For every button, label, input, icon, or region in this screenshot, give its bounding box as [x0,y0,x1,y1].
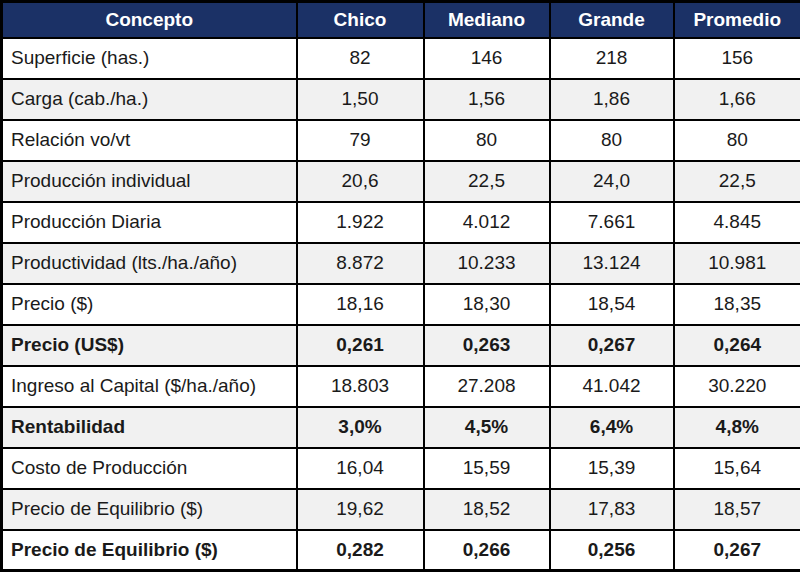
table-row: Precio (US$)0,2610,2630,2670,264 [2,325,800,366]
value-cell: 0,282 [297,530,424,571]
row-label: Costo de Producción [2,448,297,489]
value-cell: 17,83 [550,489,674,530]
value-cell: 1,66 [674,79,800,120]
value-cell: 13.124 [550,243,674,284]
value-cell: 146 [424,38,550,79]
row-label: Rentabilidad [2,407,297,448]
value-cell: 18.803 [297,366,424,407]
value-cell: 22,5 [424,161,550,202]
value-cell: 80 [550,120,674,161]
table-row: Superficie (has.)82146218156 [2,38,800,79]
value-cell: 41.042 [550,366,674,407]
value-cell: 0,267 [550,325,674,366]
value-cell: 24,0 [550,161,674,202]
table-row: Rentabilidad3,0%4,5%6,4%4,8% [2,407,800,448]
value-cell: 4,5% [424,407,550,448]
table-row: Precio ($)18,1618,3018,5418,35 [2,284,800,325]
value-cell: 3,0% [297,407,424,448]
row-label: Precio (US$) [2,325,297,366]
table-row: Producción Diaria1.9224.0127.6614.845 [2,202,800,243]
value-cell: 0,264 [674,325,800,366]
value-cell: 18,52 [424,489,550,530]
value-cell: 80 [674,120,800,161]
value-cell: 10.233 [424,243,550,284]
table-header: ConceptoChicoMedianoGrandePromedio [2,2,800,38]
value-cell: 18,16 [297,284,424,325]
value-cell: 1,50 [297,79,424,120]
row-label: Precio de Equilibrio ($) [2,489,297,530]
value-cell: 80 [424,120,550,161]
value-cell: 15,64 [674,448,800,489]
value-cell: 4.012 [424,202,550,243]
value-cell: 8.872 [297,243,424,284]
row-label: Producción Diaria [2,202,297,243]
value-cell: 18,35 [674,284,800,325]
value-cell: 15,39 [550,448,674,489]
value-cell: 18,54 [550,284,674,325]
row-label: Precio ($) [2,284,297,325]
table-row: Productividad (lts./ha./año)8.87210.2331… [2,243,800,284]
value-cell: 18,30 [424,284,550,325]
row-label: Carga (cab./ha.) [2,79,297,120]
table-body: Superficie (has.)82146218156Carga (cab./… [2,38,800,571]
value-cell: 19,62 [297,489,424,530]
value-cell: 20,6 [297,161,424,202]
value-cell: 156 [674,38,800,79]
value-cell: 10.981 [674,243,800,284]
value-cell: 6,4% [550,407,674,448]
table-row: Ingreso al Capital ($/ha./año)18.80327.2… [2,366,800,407]
row-label: Productividad (lts./ha./año) [2,243,297,284]
value-cell: 218 [550,38,674,79]
header-row: ConceptoChicoMedianoGrandePromedio [2,2,800,38]
value-cell: 4,8% [674,407,800,448]
page: ConceptoChicoMedianoGrandePromedio Super… [0,0,800,572]
pricing-table: ConceptoChicoMedianoGrandePromedio Super… [0,0,800,572]
value-cell: 82 [297,38,424,79]
value-cell: 0,266 [424,530,550,571]
value-cell: 0,256 [550,530,674,571]
value-cell: 0,261 [297,325,424,366]
table-row: Precio de Equilibrio ($)19,6218,5217,831… [2,489,800,530]
row-label: Ingreso al Capital ($/ha./año) [2,366,297,407]
row-label: Precio de Equilibrio ($) [2,530,297,571]
row-label: Superficie (has.) [2,38,297,79]
value-cell: 1.922 [297,202,424,243]
value-cell: 30.220 [674,366,800,407]
value-cell: 0,267 [674,530,800,571]
value-cell: 1,56 [424,79,550,120]
value-cell: 1,86 [550,79,674,120]
value-cell: 15,59 [424,448,550,489]
table-row: Carga (cab./ha.)1,501,561,861,66 [2,79,800,120]
column-header-grande: Grande [550,2,674,38]
value-cell: 4.845 [674,202,800,243]
value-cell: 7.661 [550,202,674,243]
table-row: Producción individual20,622,524,022,5 [2,161,800,202]
value-cell: 16,04 [297,448,424,489]
value-cell: 79 [297,120,424,161]
value-cell: 0,263 [424,325,550,366]
table-row: Relación vo/vt79808080 [2,120,800,161]
row-label: Producción individual [2,161,297,202]
table-row: Costo de Producción16,0415,5915,3915,64 [2,448,800,489]
column-header-promedio: Promedio [674,2,800,38]
column-header-mediano: Mediano [424,2,550,38]
column-header-chico: Chico [297,2,424,38]
table-row: Precio de Equilibrio ($)0,2820,2660,2560… [2,530,800,571]
value-cell: 22,5 [674,161,800,202]
value-cell: 27.208 [424,366,550,407]
column-header-concepto: Concepto [2,2,297,38]
value-cell: 18,57 [674,489,800,530]
row-label: Relación vo/vt [2,120,297,161]
